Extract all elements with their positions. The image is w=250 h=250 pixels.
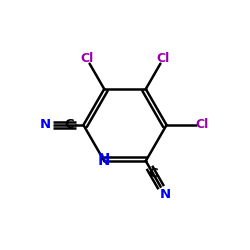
Text: Cl: Cl: [157, 52, 170, 65]
Text: C: C: [148, 167, 158, 180]
Text: Cl: Cl: [196, 118, 209, 132]
Text: N: N: [40, 118, 51, 132]
Text: N: N: [98, 154, 110, 168]
Text: C: C: [64, 118, 74, 132]
Text: Cl: Cl: [80, 52, 93, 65]
Text: N: N: [159, 188, 170, 200]
